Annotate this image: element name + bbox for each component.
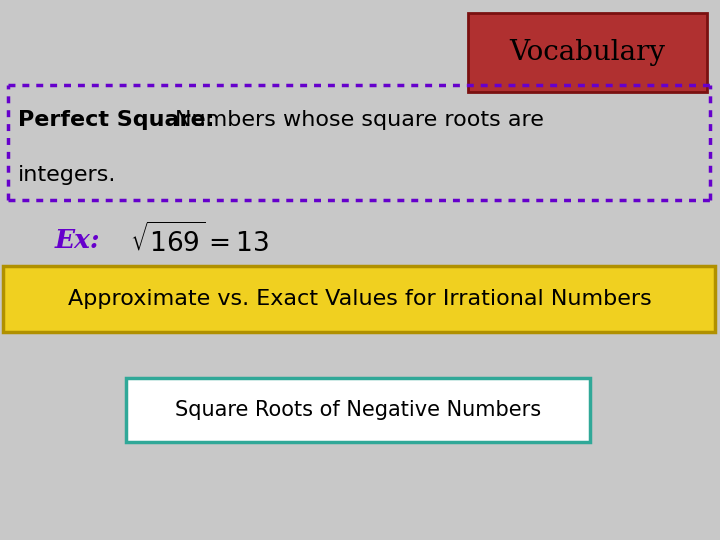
Text: Vocabulary: Vocabulary [509,38,665,65]
Text: integers.: integers. [18,165,117,185]
Text: Perfect Square:: Perfect Square: [18,110,215,130]
Text: Numbers whose square roots are: Numbers whose square roots are [175,110,544,130]
FancyBboxPatch shape [126,378,590,442]
Text: Ex:: Ex: [55,227,101,253]
FancyBboxPatch shape [468,13,707,92]
Text: Square Roots of Negative Numbers: Square Roots of Negative Numbers [175,400,541,420]
Text: $\sqrt{169} = 13$: $\sqrt{169} = 13$ [130,222,269,258]
FancyBboxPatch shape [3,266,715,332]
Text: Approximate vs. Exact Values for Irrational Numbers: Approximate vs. Exact Values for Irratio… [68,289,652,309]
